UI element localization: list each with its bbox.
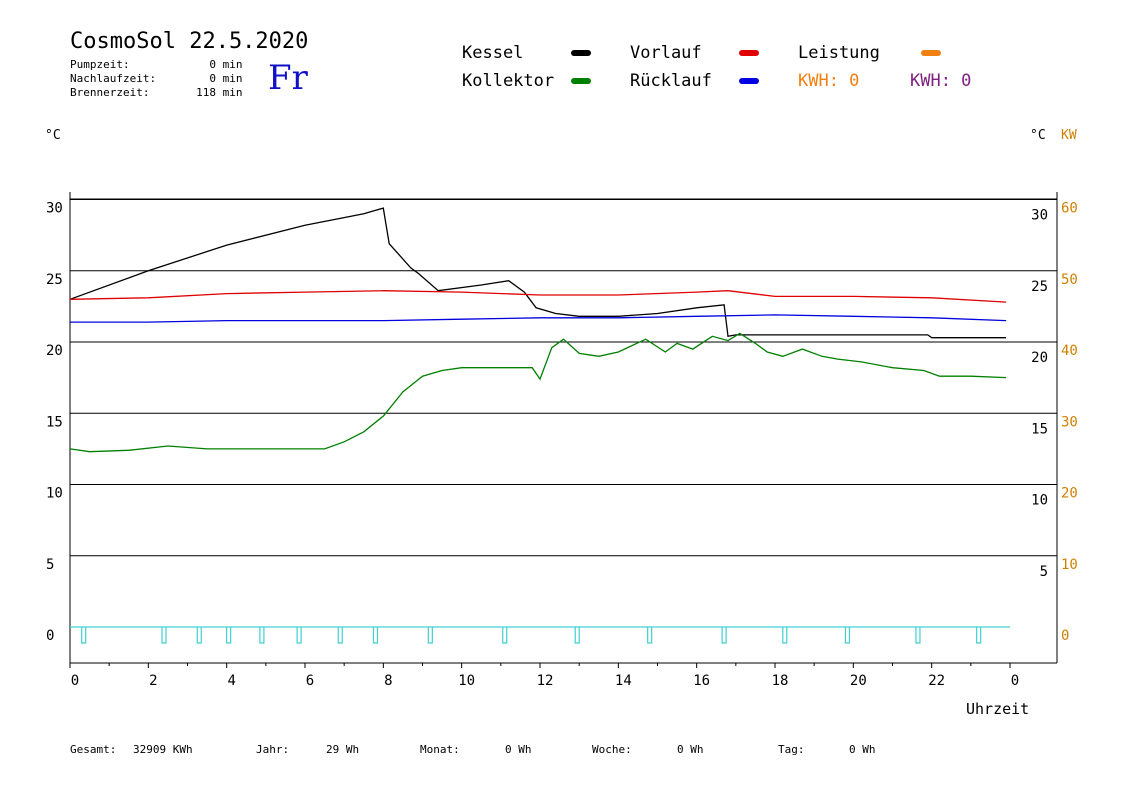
y-left-tick-label: 25 <box>46 272 63 288</box>
legend-leistung-swatch <box>921 50 941 56</box>
footer-gesamt-label: Gesamt: <box>70 743 117 756</box>
x-tick-label: 0 <box>1011 673 1019 689</box>
pump-pulse <box>502 627 508 644</box>
left-axis-unit: °C <box>45 128 61 143</box>
y-left-tick-label: 20 <box>46 343 63 359</box>
chart-grid <box>70 198 1057 557</box>
chart-axes <box>69 192 1058 668</box>
x-tick-label: 10 <box>458 673 475 689</box>
series-vorlauf <box>69 290 1007 303</box>
info-pumpzeit: Pumpzeit: 0 min <box>70 58 243 71</box>
y-right-tick-label: 25 <box>1031 279 1048 295</box>
footer-gesamt-value: 32909 KWh <box>133 743 193 756</box>
pump-pulse <box>259 627 265 644</box>
chart-series <box>69 207 1010 644</box>
y2-tick-label: 40 <box>1061 343 1078 359</box>
legend-vorlauf-swatch <box>739 50 759 56</box>
footer-monat-label: Monat: <box>420 743 460 756</box>
x-tick-label: 22 <box>928 673 945 689</box>
x-tick-label: 8 <box>384 673 392 689</box>
y-left-tick-label: 30 <box>46 201 63 217</box>
legend-kollektor: Kollektor <box>462 71 555 91</box>
legend-kessel: Kessel <box>462 43 524 63</box>
right-axis-unit-kw: KW <box>1061 128 1077 143</box>
y-right-tick-label: 5 <box>1040 564 1048 580</box>
legend-kwh-total: KWH: 0 <box>910 71 972 91</box>
y2-tick-label: 60 <box>1061 201 1078 217</box>
footer-monat-value: 0 Wh <box>505 743 532 756</box>
y2-tick-label: 10 <box>1061 557 1078 573</box>
x-tick-label: 14 <box>615 673 632 689</box>
pump-pulse <box>782 627 788 644</box>
y-left-tick-label: 10 <box>46 486 63 502</box>
pump-pulse <box>81 627 87 644</box>
pump-pulse <box>372 627 379 644</box>
pump-pulse <box>296 627 302 644</box>
y-left-tick-label: 15 <box>46 414 63 430</box>
legend-kwh-leistung: KWH: 0 <box>798 71 860 91</box>
y-left-tick-label: 5 <box>46 557 54 573</box>
x-tick-label: 20 <box>850 673 867 689</box>
pump-pulse <box>647 627 653 644</box>
legend-ruecklauf: Rücklauf <box>630 71 712 91</box>
footer-woche-label: Woche: <box>592 743 632 756</box>
info-nachlaufzeit: Nachlaufzeit: 0 min <box>70 72 243 85</box>
pump-pulse <box>574 627 580 644</box>
pump-pulse <box>226 627 232 644</box>
footer-jahr-label: Jahr: <box>256 743 290 756</box>
pump-pulse <box>915 627 921 644</box>
info-brennerzeit: Brennerzeit: 118 min <box>70 86 243 99</box>
footer-jahr-value: 29 Wh <box>326 743 360 756</box>
pump-pulse <box>976 627 982 644</box>
x-tick-label: 18 <box>772 673 789 689</box>
pump-pulse <box>196 627 202 644</box>
y2-tick-label: 20 <box>1061 486 1078 502</box>
pump-pulse <box>161 627 167 644</box>
x-tick-label: 4 <box>227 673 235 689</box>
chart-tick-labels: 0 2 4 6 8 10 12 14 16 18 20 22 0 0 5 10 15 20 25 30 5 10 15 20 2… <box>46 201 1078 690</box>
legend-kessel-swatch <box>571 50 591 56</box>
y-right-tick-label: 30 <box>1031 208 1048 224</box>
y-right-tick-label: 20 <box>1031 350 1048 366</box>
pump-pulse <box>844 627 851 644</box>
x-tick-label: 16 <box>693 673 710 689</box>
legend-leistung: Leistung <box>798 43 880 63</box>
x-tick-label: 2 <box>149 673 157 689</box>
legend-kollektor-swatch <box>571 78 591 84</box>
y2-tick-label: 50 <box>1061 272 1078 288</box>
legend-ruecklauf-swatch <box>739 78 759 84</box>
footer-woche-value: 0 Wh <box>677 743 704 756</box>
footer-tag-label: Tag: <box>778 743 805 756</box>
chart-title: CosmoSol 22.5.2020 <box>70 29 309 54</box>
right-axis-unit-celsius: °C <box>1030 128 1046 143</box>
weekday-label: Fr <box>268 58 308 98</box>
y-right-tick-label: 10 <box>1031 493 1048 509</box>
x-axis-label: Uhrzeit <box>966 700 1030 718</box>
x-tick-label: 0 <box>71 673 79 689</box>
pump-pulse <box>721 627 727 644</box>
y2-tick-label: 0 <box>1061 628 1069 644</box>
pump-pulse <box>337 627 343 644</box>
pump-pulse <box>427 627 433 644</box>
series-rücklauf <box>70 314 1007 323</box>
x-tick-label: 6 <box>306 673 314 689</box>
x-tick-label: 12 <box>537 673 554 689</box>
series-kollektor <box>69 332 1007 453</box>
series-kessel <box>69 207 1007 339</box>
footer-tag-value: 0 Wh <box>849 743 876 756</box>
y-left-tick-label: 0 <box>46 628 54 644</box>
legend-vorlauf: Vorlauf <box>630 43 702 63</box>
y-right-tick-label: 15 <box>1031 421 1048 437</box>
y2-tick-label: 30 <box>1061 414 1078 430</box>
